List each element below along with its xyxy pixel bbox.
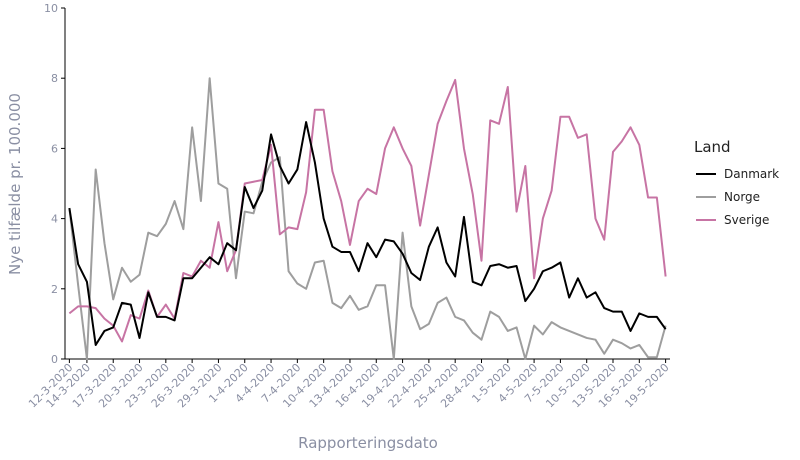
legend: Land Danmark Norge Sverige xyxy=(694,138,779,227)
series-line-sverige xyxy=(68,78,667,343)
series-layer xyxy=(68,77,667,360)
series-line-danmark xyxy=(68,121,667,346)
y-axis-title: Nye tilfælde pr. 100.000 xyxy=(6,93,24,275)
y-tick-label: 0 xyxy=(51,353,58,366)
y-tick-label: 4 xyxy=(51,213,58,226)
legend-title: Land xyxy=(694,138,731,156)
series-line-norge xyxy=(68,77,667,360)
legend-label-norge: Norge xyxy=(724,190,760,204)
legend-items: Danmark Norge Sverige xyxy=(696,167,779,227)
y-axis: 0 2 4 6 8 10 xyxy=(44,2,66,366)
x-axis-title: Rapporteringsdato xyxy=(298,434,438,452)
legend-label-sverige: Sverige xyxy=(724,213,769,227)
y-tick-label: 2 xyxy=(51,283,58,296)
y-tick-label: 8 xyxy=(51,72,58,85)
legend-label-danmark: Danmark xyxy=(724,167,779,181)
y-tick-label: 6 xyxy=(51,142,58,155)
x-axis: 12-3-202014-3-202017-3-202020-3-202023-3… xyxy=(26,358,672,410)
y-tick-label: 10 xyxy=(44,2,58,15)
